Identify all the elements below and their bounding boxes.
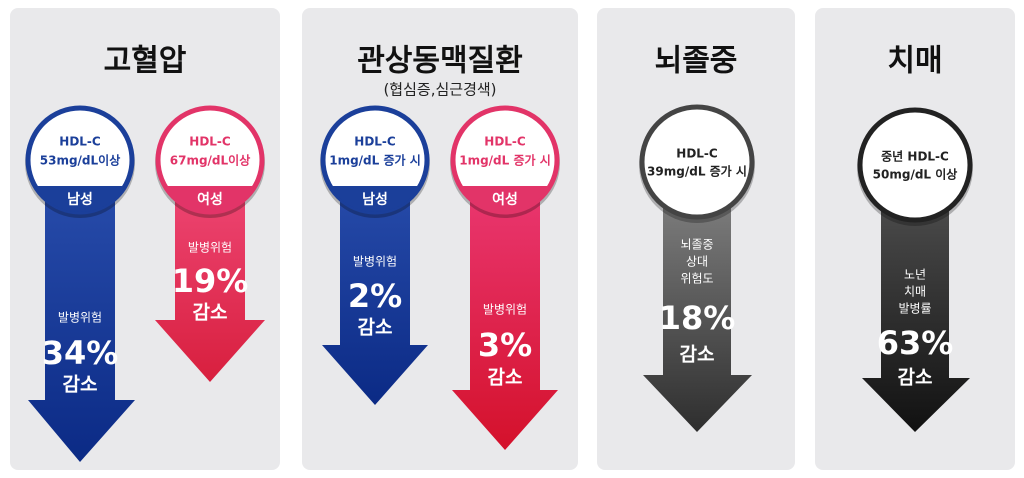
circle-text: HDL-C xyxy=(484,135,526,149)
panel-title: 뇌졸중 xyxy=(655,44,738,79)
change-label: 감소 xyxy=(488,367,523,389)
percent-value: 2% xyxy=(348,277,402,315)
risk-label: 발병위험 xyxy=(483,303,527,317)
circle-text: 53mg/dL이상 xyxy=(40,153,121,168)
arrow xyxy=(28,160,135,462)
panel-title: 관상동맥질환 xyxy=(357,44,523,79)
risk-label: 상대 xyxy=(686,255,708,269)
band-label: 남성 xyxy=(362,191,388,208)
circle-text: HDL-C xyxy=(189,135,231,149)
risk-label: 발병률 xyxy=(898,302,931,316)
circle-text: HDL-C xyxy=(354,135,396,149)
risk-label: 발병위험 xyxy=(188,241,232,255)
change-label: 감소 xyxy=(680,344,715,366)
band-label: 여성 xyxy=(197,191,223,208)
risk-label: 뇌졸중 xyxy=(680,238,713,252)
circle-text: 39mg/dL 증가 시 xyxy=(647,164,747,179)
change-label: 감소 xyxy=(358,317,393,339)
panel-title: 고혈압 xyxy=(104,44,187,79)
change-label: 감소 xyxy=(63,374,98,396)
band-label: 여성 xyxy=(492,191,518,208)
circle-text: 1mg/dL 증가 시 xyxy=(459,153,551,168)
circle-text: 중년 HDL-C xyxy=(881,150,949,164)
risk-label: 위험도 xyxy=(680,272,713,286)
change-label: 감소 xyxy=(898,367,933,389)
circle xyxy=(639,104,755,220)
circle-text: 67mg/dL이상 xyxy=(170,153,251,168)
circle-text: 50mg/dL 이상 xyxy=(873,167,958,182)
panel-title: 치매 xyxy=(887,44,942,79)
change-label: 감소 xyxy=(193,302,228,324)
risk-label: 발병위험 xyxy=(353,255,397,269)
circle xyxy=(857,107,973,223)
circle-text: HDL-C xyxy=(676,147,718,161)
circle-text: HDL-C xyxy=(59,135,101,149)
circle-text: 1mg/dL 증가 시 xyxy=(329,153,421,168)
risk-label: 치매 xyxy=(904,285,926,299)
arrow xyxy=(452,160,558,450)
arrow xyxy=(155,160,265,382)
percent-value: 3% xyxy=(478,326,532,364)
risk-label: 노년 xyxy=(904,268,926,282)
percent-value: 18% xyxy=(659,299,736,337)
arrow xyxy=(643,162,752,432)
panel-subtitle: (협심증,심근경색) xyxy=(383,81,496,99)
arrow xyxy=(322,160,428,405)
percent-value: 34% xyxy=(42,334,119,372)
risk-label: 발병위험 xyxy=(58,311,102,325)
percent-value: 63% xyxy=(877,324,954,362)
percent-value: 19% xyxy=(172,262,249,300)
band-label: 남성 xyxy=(67,191,93,208)
arrow xyxy=(862,165,970,432)
